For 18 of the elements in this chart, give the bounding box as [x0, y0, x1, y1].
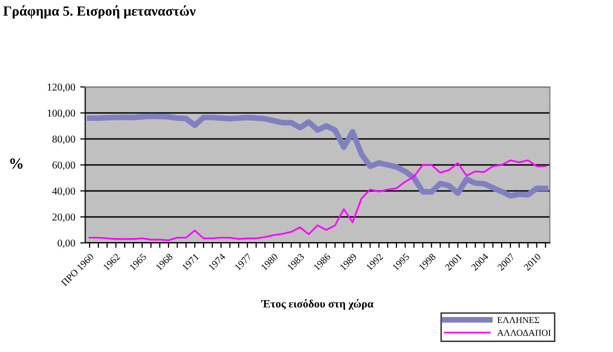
x-axis-title: Έτος εισόδου στη χώρα: [261, 299, 374, 310]
x-tick-label: 1962: [102, 253, 120, 271]
y-axis-title: %: [10, 158, 22, 169]
y-tick-label: 100,00: [48, 110, 76, 118]
y-tick-label: 0,00: [58, 240, 76, 248]
x-tick-label: 1989: [340, 253, 358, 271]
chart-title: Γράφημα 5. Εισροή μεταναστών: [3, 5, 196, 19]
legend-label: ΑΛΛΟΔΑΠΟΙ: [497, 330, 551, 336]
y-tick-label: 20,00: [52, 214, 76, 222]
y-tick-label: 60,00: [52, 162, 76, 170]
x-tick-label: 1980: [260, 253, 278, 271]
y-tick-label: 80,00: [52, 136, 76, 144]
y-tick-label: 120,00: [48, 84, 76, 92]
y-tick-label: 40,00: [52, 188, 76, 196]
x-tick-label: 1992: [366, 253, 384, 271]
line-series: [88, 160, 546, 242]
legend-label: ΕΛΛΗΝΕΣ: [497, 317, 540, 323]
x-tick-label: 1971: [182, 253, 200, 271]
